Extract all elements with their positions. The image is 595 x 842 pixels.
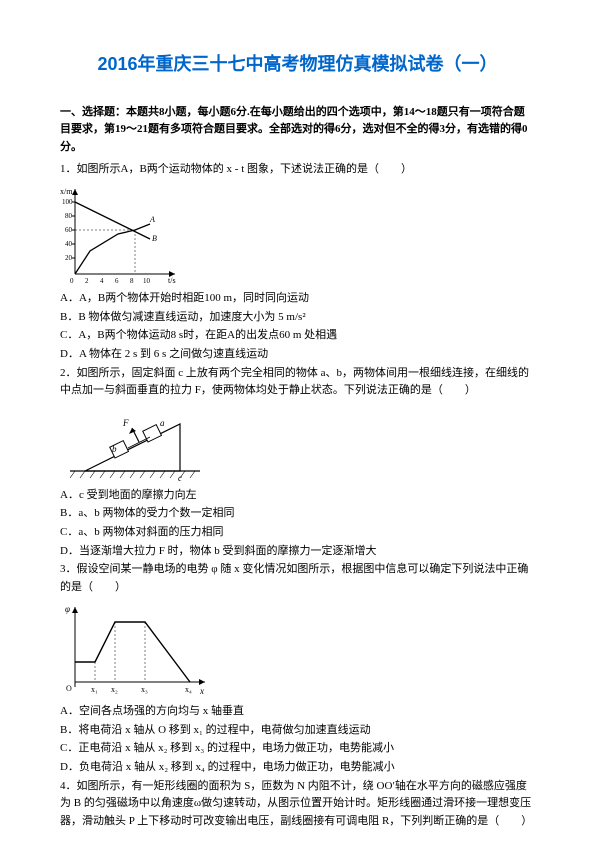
q1-stem: 1．如图所示A，B两个运动物体的 x - t 图象，下述说法正确的是（ ） (60, 161, 535, 179)
q1-optA: A．A，B两个物体开始时相距100 m，同时同向运动 (60, 290, 535, 308)
svg-text:B: B (152, 234, 157, 243)
svg-text:4: 4 (100, 277, 104, 284)
q1-optD: D．A 物体在 2 s 到 6 s 之间做匀速直线运动 (60, 346, 535, 364)
q3-figure: φ x O x₁ x₂ x₃ x₄ (60, 602, 535, 697)
svg-text:8: 8 (130, 277, 134, 284)
svg-text:a: a (160, 418, 165, 428)
svg-text:80: 80 (65, 212, 73, 220)
q2-optB: B．a、b 两物体的受力个数一定相同 (60, 505, 535, 523)
svg-text:O: O (66, 684, 72, 693)
q3-optC: C．正电荷沿 x 轴从 x₂ 移到 x₃ 的过程中，电场力做正功，电势能减小 (60, 740, 535, 758)
svg-text:x₁: x₁ (91, 685, 98, 694)
q3-optB: B．将电荷沿 x 轴从 O 移到 x₁ 的过程中，电荷做匀加速直线运动 (60, 722, 535, 740)
q1-optB: B．B 物体做匀减速直线运动，加速度大小为 5 m/s² (60, 309, 535, 327)
q2-optA: A．c 受到地面的摩擦力向左 (60, 487, 535, 505)
svg-text:100: 100 (62, 198, 73, 206)
svg-text:10: 10 (143, 277, 151, 284)
page-title: 2016年重庆三十七中高考物理仿真模拟试卷（一） (60, 50, 535, 79)
q3-stem: 3．假设空间某一静电场的电势 φ 随 x 变化情况如图所示，根据图中信息可以确定… (60, 561, 535, 596)
svg-text:t/s: t/s (168, 276, 176, 284)
section-header: 一、选择题：本题共8小题，每小题6分.在每小题给出的四个选项中，第14～18题只… (60, 104, 535, 157)
q2-optC: C．a、b 两物体对斜面的压力相同 (60, 524, 535, 542)
svg-text:b: b (112, 444, 117, 454)
q1-figure: x/m t/s 100 80 60 40 20 2 4 6 8 10 B A 0 (60, 184, 535, 284)
svg-text:6: 6 (115, 277, 119, 284)
svg-text:x₃: x₃ (141, 685, 148, 694)
q2-figure: c b a F (60, 406, 535, 481)
svg-text:x: x (199, 686, 204, 696)
q2-stem: 2．如图所示，固定斜面 c 上放有两个完全相同的物体 a、b，两物体间用一根细线… (60, 365, 535, 400)
q2-optD: D．当逐渐增大拉力 F 时，物体 b 受到斜面的摩擦力一定逐渐增大 (60, 543, 535, 561)
q3-optD: D．负电荷沿 x 轴从 x₂ 移到 x₄ 的过程中，电场力做正功，电势能减小 (60, 759, 535, 777)
svg-text:φ: φ (65, 604, 70, 614)
svg-text:40: 40 (65, 240, 73, 248)
svg-text:60: 60 (65, 226, 73, 234)
svg-text:F: F (122, 418, 129, 428)
svg-text:x₂: x₂ (111, 685, 118, 694)
svg-text:0: 0 (70, 277, 74, 284)
q3-optA: A．空间各点场强的方向均与 x 轴垂直 (60, 703, 535, 721)
svg-text:20: 20 (65, 254, 73, 262)
svg-text:x/m: x/m (60, 187, 73, 196)
svg-text:c: c (178, 473, 182, 481)
svg-text:x₄: x₄ (185, 685, 192, 694)
svg-text:A: A (149, 215, 155, 224)
q1-optC: C．A，B两个物体运动8 s时，在距A的出发点60 m 处相遇 (60, 327, 535, 345)
q4-stem: 4．如图所示，有一矩形线圈的面积为 S，匝数为 N 内阻不计，绕 OO′轴在水平… (60, 778, 535, 831)
svg-text:2: 2 (85, 277, 89, 284)
